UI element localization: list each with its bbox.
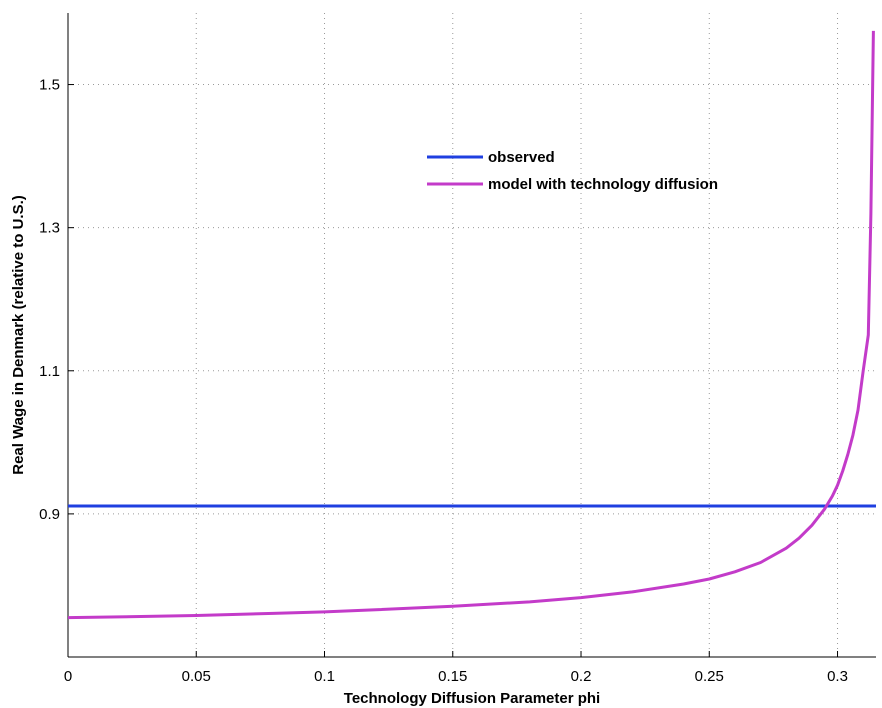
x-tick-label: 0.3 [827, 668, 848, 685]
x-tick-label: 0 [64, 668, 72, 685]
x-tick-label: 0.1 [314, 668, 335, 685]
x-tick-label: 0.15 [438, 668, 467, 685]
y-tick-label: 1.1 [39, 363, 60, 380]
y-tick-label: 1.5 [39, 77, 60, 94]
x-tick-label: 0.2 [571, 668, 592, 685]
series-line-model [67, 30, 875, 620]
series-layer [67, 30, 876, 620]
grid [68, 13, 876, 657]
legend-label: model with technology diffusion [488, 176, 718, 193]
x-axis-title: Technology Diffusion Parameter phi [344, 690, 600, 707]
axes [67, 13, 876, 658]
legend: observed model with technology diffusion [427, 149, 718, 193]
y-axis-title: Real Wage in Denmark (relative to U.S.) [10, 195, 27, 475]
x-tick-label: 0.25 [695, 668, 724, 685]
tick-labels: 0 0.05 0.1 0.15 0.2 0.25 0.3 0.9 1.1 1.3 1.5 [39, 77, 848, 685]
x-tick-label: 0.05 [182, 668, 211, 685]
y-tick-label: 0.9 [39, 506, 60, 523]
y-tick-label: 1.3 [39, 220, 60, 237]
legend-label: observed [488, 149, 555, 166]
